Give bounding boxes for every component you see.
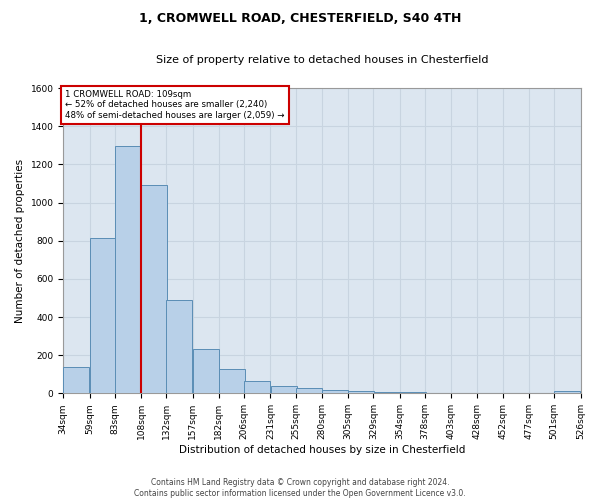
Text: Contains HM Land Registry data © Crown copyright and database right 2024.
Contai: Contains HM Land Registry data © Crown c… xyxy=(134,478,466,498)
Bar xyxy=(296,388,322,394)
X-axis label: Distribution of detached houses by size in Chesterfield: Distribution of detached houses by size … xyxy=(179,445,465,455)
Bar xyxy=(400,392,426,394)
Bar xyxy=(64,366,89,394)
Bar xyxy=(115,146,141,394)
Bar xyxy=(271,386,296,394)
Bar xyxy=(349,392,374,394)
Bar xyxy=(193,350,219,394)
Bar xyxy=(322,390,348,394)
Bar xyxy=(244,381,270,394)
Bar xyxy=(425,393,451,394)
Bar xyxy=(554,391,580,394)
Bar xyxy=(141,186,167,394)
Text: 1, CROMWELL ROAD, CHESTERFIELD, S40 4TH: 1, CROMWELL ROAD, CHESTERFIELD, S40 4TH xyxy=(139,12,461,26)
Title: Size of property relative to detached houses in Chesterfield: Size of property relative to detached ho… xyxy=(155,55,488,65)
Y-axis label: Number of detached properties: Number of detached properties xyxy=(15,158,25,322)
Bar xyxy=(219,368,245,394)
Text: 1 CROMWELL ROAD: 109sqm
← 52% of detached houses are smaller (2,240)
48% of semi: 1 CROMWELL ROAD: 109sqm ← 52% of detache… xyxy=(65,90,285,120)
Bar xyxy=(166,300,193,394)
Bar xyxy=(374,392,400,394)
Bar xyxy=(90,238,116,394)
